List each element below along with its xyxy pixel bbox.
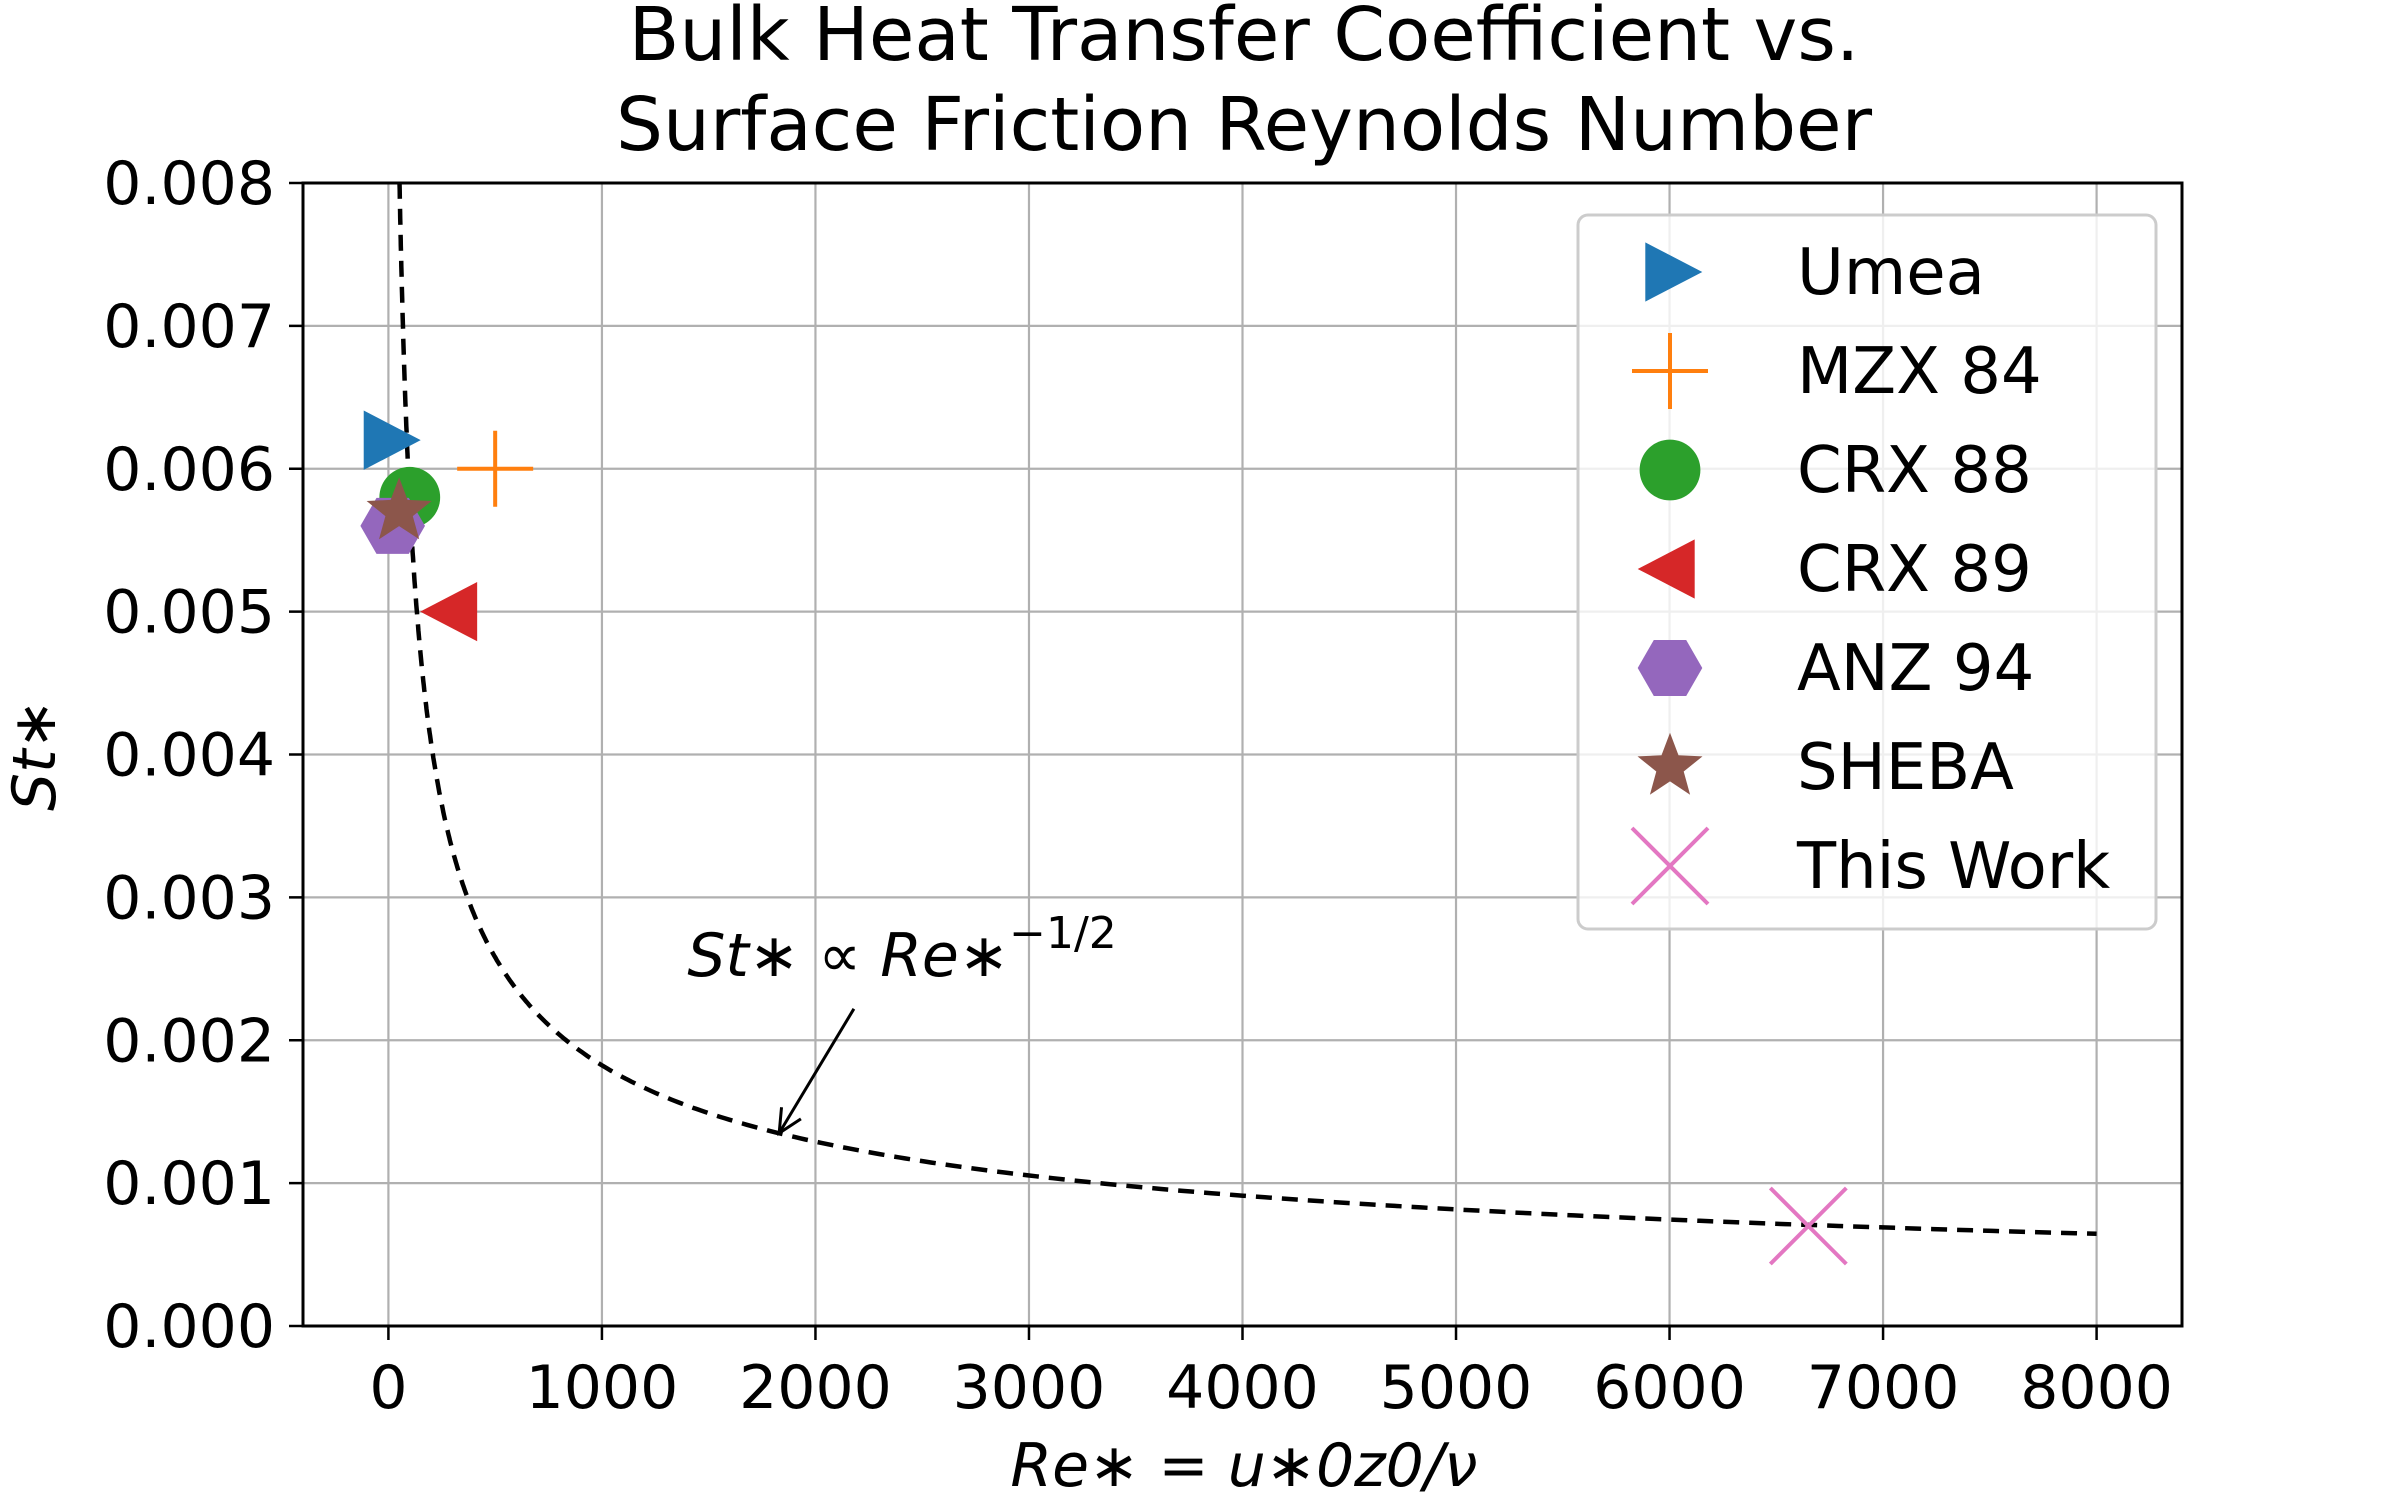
point-umea-0	[363, 410, 421, 470]
x-tick-label-2: 2000	[739, 1353, 892, 1423]
x-tick-label-6: 6000	[1593, 1353, 1746, 1423]
y-tick-label-4: 0.004	[103, 721, 275, 791]
legend-marker-this-work	[1630, 826, 1710, 906]
x-axis-label: Re∗ = u∗0z0/ν	[1010, 1431, 1477, 1500]
axis-ticks: 0 1000 2000 3000 4000 5000 6000 7000 8000 0.000 0.…	[103, 149, 2173, 1423]
legend-marker-crx-88-shape	[1639, 439, 1701, 501]
legend-marker-this-work-b	[1630, 826, 1710, 906]
y-tick-label-6: 0.006	[103, 435, 275, 505]
x-tick-label-5: 5000	[1380, 1353, 1533, 1423]
legend-marker-umea-shape	[1645, 242, 1703, 302]
legend-label-crx-88: CRX 88	[1797, 434, 2032, 508]
legend-marker-anz-94-shape	[1637, 640, 1703, 696]
axis-labels: Re∗ = u∗0z0/ν St∗	[0, 699, 1478, 1500]
legend-marker-mzx-84	[1632, 333, 1708, 409]
point-umea-0-shape	[363, 410, 421, 470]
point-this-work-0	[1768, 1186, 1848, 1266]
point-this-work-0-b	[1768, 1186, 1848, 1266]
point-sheba-0	[366, 477, 432, 540]
data-points	[360, 410, 1848, 1266]
chart-annotation: St∗ ∝ Re∗−1/2	[687, 908, 1117, 1137]
x-tick-label-8: 8000	[2020, 1353, 2173, 1423]
x-tick-label-1: 1000	[526, 1353, 679, 1423]
legend-marker-sheba	[1637, 732, 1703, 795]
legend-marker-anz-94	[1637, 640, 1703, 696]
x-tick-label-0: 0	[369, 1353, 407, 1423]
chart-title: Bulk Heat Transfer Coefficient vs.Surfac…	[616, 0, 1873, 168]
legend-label-anz-94: ANZ 94	[1797, 632, 2034, 706]
y-tick-label-5: 0.005	[103, 578, 275, 648]
point-sheba-0-shape	[366, 477, 432, 540]
legend-label-this-work: This Work	[1796, 830, 2110, 904]
x-tick-label-7: 7000	[1807, 1353, 1960, 1423]
y-tick-label-2: 0.002	[103, 1006, 275, 1076]
x-tick-label-3: 3000	[953, 1353, 1106, 1423]
legend: Umea MZX 84 CRX 88 CRX 89 ANZ 94 SHEBA This Wo…	[1576, 213, 2158, 931]
legend-marker-sheba-shape	[1637, 732, 1703, 795]
legend-label-crx-89: CRX 89	[1797, 533, 2032, 607]
y-tick-label-8: 0.008	[103, 149, 275, 219]
legend-marker-crx-88	[1639, 439, 1701, 501]
x-tick-label-4: 4000	[1166, 1353, 1319, 1423]
legend-marker-crx-89-shape	[1637, 539, 1695, 599]
legend-box	[1576, 213, 2158, 931]
legend-label-sheba: SHEBA	[1797, 731, 2014, 805]
legend-label-umea: Umea	[1797, 236, 1985, 310]
title-line-1: Bulk Heat Transfer Coefficient vs.	[629, 0, 1860, 78]
title-line-2: Surface Friction Reynolds Number	[616, 82, 1873, 168]
y-tick-label-1: 0.001	[103, 1149, 275, 1219]
legend-marker-umea	[1645, 242, 1703, 302]
legend-marker-crx-89	[1637, 539, 1695, 599]
point-crx-89-0-shape	[420, 581, 478, 642]
reference-curve	[397, 183, 2097, 1237]
annotation-arrow-shaft	[777, 1008, 856, 1134]
legend-label-mzx-84: MZX 84	[1797, 335, 2042, 409]
annotation-arrow-head	[777, 1107, 802, 1137]
point-crx-89-0	[420, 581, 478, 642]
y-tick-label-7: 0.007	[103, 292, 275, 362]
y-tick-label-0: 0.000	[103, 1292, 275, 1362]
y-tick-label-3: 0.003	[103, 863, 275, 933]
annotation-exponent: −1/2	[1009, 908, 1117, 959]
y-axis-label: St∗	[0, 699, 70, 811]
point-mzx-84-0	[457, 430, 534, 507]
annotation-text: St∗ ∝ Re∗−1/2	[687, 908, 1116, 991]
reference-curve-group	[397, 183, 2097, 1237]
